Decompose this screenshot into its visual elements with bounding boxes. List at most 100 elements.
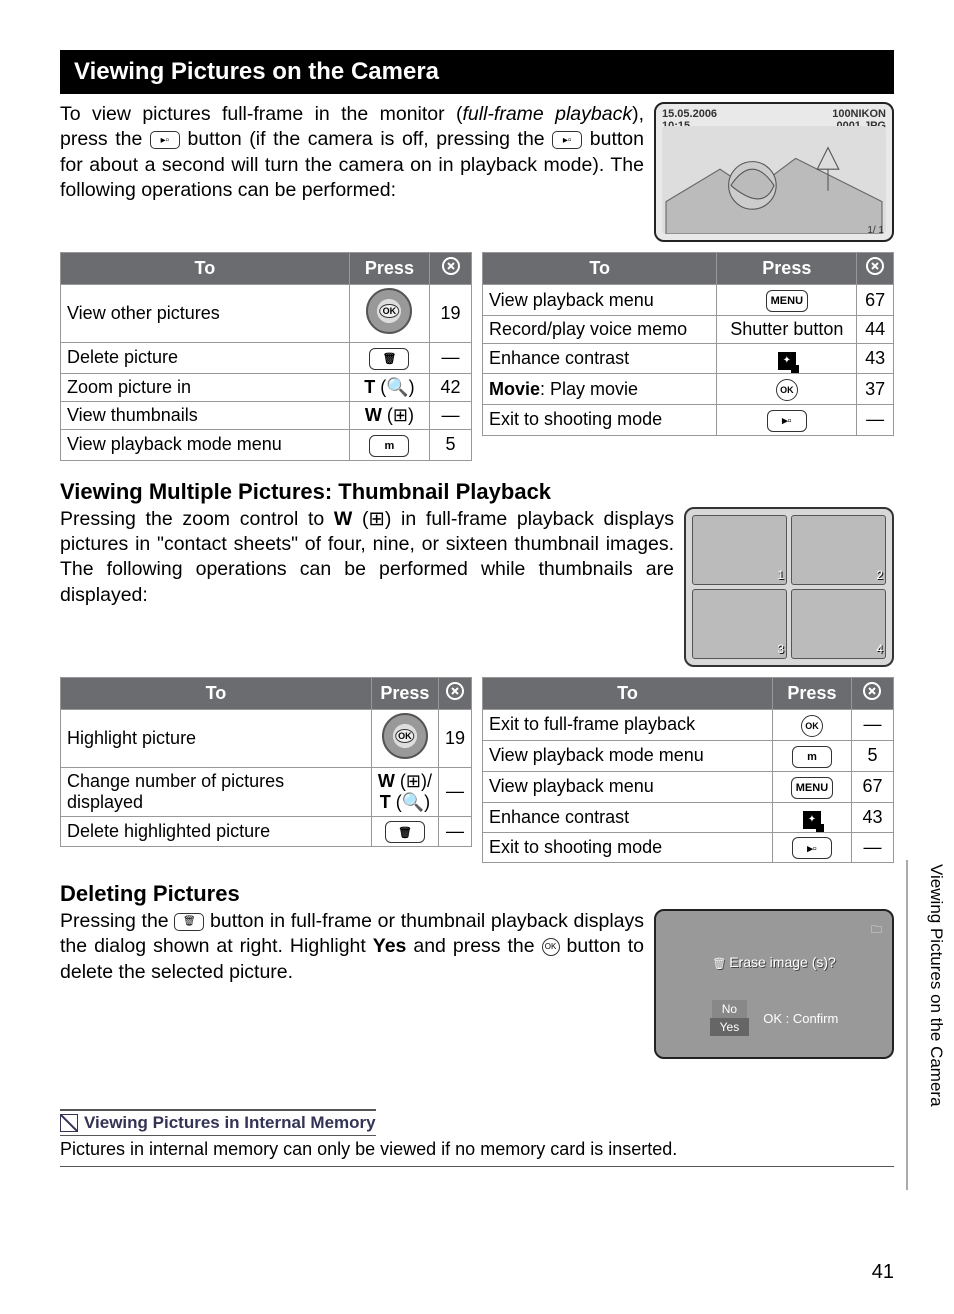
intro-part1: To view pictures full-frame in the monit… xyxy=(60,103,462,125)
pencil-icon xyxy=(60,1114,78,1132)
press-cell: Shutter button xyxy=(717,316,857,344)
playback-icon: ▸▫ xyxy=(552,131,582,149)
multi-selector-icon xyxy=(366,288,412,334)
operations-table-left-2: To Press Highlight picture19 Change numb… xyxy=(60,677,472,848)
delete-dialog-illustration: 🗀 🗑 Erase image (s)? No Yes OK : Confirm xyxy=(654,909,894,1059)
page-ref: 37 xyxy=(857,374,894,405)
delete-yes: Yes xyxy=(710,1018,750,1036)
voice-memo-icon: 🗀 xyxy=(871,921,882,940)
thumbnail-paragraph: Pressing the zoom control to W (⊞) in fu… xyxy=(60,507,674,608)
txt: Pressing the xyxy=(60,910,174,932)
page-ref: 44 xyxy=(857,316,894,344)
th-to: To xyxy=(483,677,773,709)
page-ref: — xyxy=(438,767,471,816)
thumb-cell: 3 xyxy=(692,589,787,659)
page-ref: — xyxy=(857,405,894,436)
table-row: Enhance contrast xyxy=(483,344,717,374)
table-row: View playback menu xyxy=(483,285,717,316)
table-row: Highlight picture xyxy=(61,709,372,767)
th-press: Press xyxy=(717,253,857,285)
table-row: View other pictures xyxy=(61,285,350,343)
table-row: View playback mode menu xyxy=(483,740,773,771)
ok-icon: OK xyxy=(801,715,823,737)
dlighting-icon: ✦ xyxy=(778,352,796,370)
subsection-header-thumbnail: Viewing Multiple Pictures: Thumbnail Pla… xyxy=(60,479,894,505)
playback-icon: ▸▫ xyxy=(767,410,807,432)
lcd-counter: 1/ 1 xyxy=(867,225,884,236)
mode-icon: m xyxy=(369,435,409,457)
playback-icon: ▸▫ xyxy=(792,837,832,859)
lcd-folder: 100NIKON xyxy=(832,108,886,120)
delete-no: No xyxy=(712,1000,747,1018)
mode-icon: m xyxy=(792,746,832,768)
page-ref: — xyxy=(438,816,471,847)
page-number: 41 xyxy=(872,1261,894,1284)
page-ref: 19 xyxy=(438,709,471,767)
lcd-date: 15.05.2006 xyxy=(662,108,717,120)
playback-icon: ▸▫ xyxy=(150,131,180,149)
page-ref: 5 xyxy=(851,740,893,771)
table-row: Delete highlighted picture xyxy=(61,816,372,847)
th-link xyxy=(851,677,893,709)
th-link xyxy=(438,677,471,709)
press-cell: W (⊞)/T (🔍) xyxy=(371,767,438,816)
press-cell: T (🔍) xyxy=(349,373,429,401)
page-ref: 43 xyxy=(851,802,893,832)
page-ref: — xyxy=(851,709,893,740)
th-link xyxy=(430,253,472,285)
operations-table-right-2: To Press Exit to full-frame playbackOK— … xyxy=(482,677,894,864)
table-row: Record/play voice memo xyxy=(483,316,717,344)
intro-part3: button (if the camera is off, pressing t… xyxy=(180,128,552,150)
delete-confirm: OK : Confirm xyxy=(763,1011,838,1026)
table-row: Exit to full-frame playback xyxy=(483,709,773,740)
page-ref: 5 xyxy=(430,429,472,460)
intro-italic: full-frame playback xyxy=(462,103,632,125)
intro-paragraph: To view pictures full-frame in the monit… xyxy=(60,102,644,203)
page-ref: — xyxy=(430,343,472,374)
th-to: To xyxy=(61,253,350,285)
th-press: Press xyxy=(772,677,851,709)
ok-icon: OK xyxy=(776,379,798,401)
txt: Pressing the zoom control to xyxy=(60,508,334,530)
table-row: Enhance contrast xyxy=(483,802,773,832)
th-to: To xyxy=(483,253,717,285)
side-tab: Viewing Pictures on the Camera xyxy=(924,860,948,1111)
table-row: View playback menu xyxy=(483,771,773,802)
page-ref: — xyxy=(851,832,893,863)
menu-icon: MENU xyxy=(766,290,808,312)
delete-prompt: Erase image (s)? xyxy=(729,954,836,970)
table-row: Zoom picture in xyxy=(61,373,350,401)
trash-icon: 🗑 xyxy=(369,348,409,370)
multi-selector-icon xyxy=(382,713,428,759)
ok-icon: OK xyxy=(542,938,560,956)
thumbnail-grid-illustration: 1 2 3 4 xyxy=(684,507,894,667)
th-link xyxy=(857,253,894,285)
txt-bold: Yes xyxy=(373,935,407,957)
section-header: Viewing Pictures on the Camera xyxy=(60,50,894,94)
note-title-text: Viewing Pictures in Internal Memory xyxy=(84,1113,376,1133)
operations-table-right-1: To Press View playback menuMENU67 Record… xyxy=(482,252,894,436)
th-press: Press xyxy=(371,677,438,709)
page-ref: 42 xyxy=(430,373,472,401)
table-row: Exit to shooting mode xyxy=(483,405,717,436)
page-ref: — xyxy=(430,401,472,429)
th-to: To xyxy=(61,677,372,709)
page-ref: 19 xyxy=(430,285,472,343)
page-ref: 43 xyxy=(857,344,894,374)
note-box: Viewing Pictures in Internal Memory Pict… xyxy=(60,1089,894,1167)
page-ref: 67 xyxy=(851,771,893,802)
dlighting-icon: ✦ xyxy=(803,811,821,829)
subsection-header-delete: Deleting Pictures xyxy=(60,881,894,907)
trash-icon: 🗑 xyxy=(385,821,425,843)
txt-bold: W xyxy=(334,508,352,530)
thumb-cell: 1 xyxy=(692,515,787,585)
note-body: Pictures in internal memory can only be … xyxy=(60,1139,894,1160)
delete-paragraph: Pressing the 🗑 button in full-frame or t… xyxy=(60,909,644,985)
table-row: Movie: Play movie xyxy=(483,374,717,405)
table-row: View thumbnails xyxy=(61,401,350,429)
lcd-illustration-playback: 15.05.200610:15 100NIKON0001.JPG 1/ 1 xyxy=(654,102,894,242)
txt: and press the xyxy=(406,935,541,957)
operations-table-left-1: To Press View other pictures19 Delete pi… xyxy=(60,252,472,461)
th-press: Press xyxy=(349,253,429,285)
thumb-cell: 2 xyxy=(791,515,886,585)
